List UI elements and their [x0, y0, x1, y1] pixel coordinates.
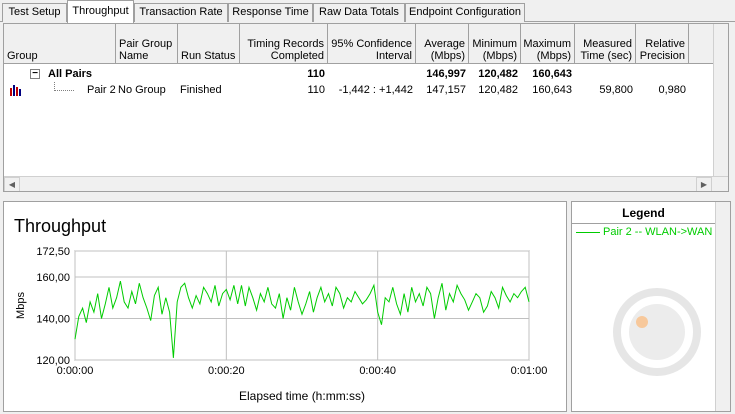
pair-records: 110	[307, 84, 325, 96]
pair-group: Pair 2	[87, 84, 116, 96]
pair-confidence: -1,442 : +1,442	[338, 84, 413, 96]
scroll-right-arrow-icon[interactable]: ▶	[696, 177, 712, 191]
throughput-chart-pane: Throughput 172,50 160,00 140,00 120,00 0:00:…	[3, 201, 567, 412]
series-line-pair-2	[74, 280, 530, 358]
grid-header: Group Pair Group Name Run Status Timing …	[4, 24, 713, 64]
tab-transaction-rate[interactable]: Transaction Rate	[134, 3, 228, 22]
pair-measured-time: 59,800	[599, 84, 633, 96]
tab-throughput[interactable]: Throughput	[67, 0, 134, 23]
tab-raw-data-totals[interactable]: Raw Data Totals	[313, 3, 405, 22]
results-grid: Group Pair Group Name Run Status Timing …	[3, 23, 729, 192]
tab-response-time[interactable]: Response Time	[228, 3, 313, 22]
tab-test-setup[interactable]: Test Setup	[2, 3, 67, 22]
col-header-confidence-interval[interactable]: 95% Confidence Interval	[328, 24, 416, 64]
tab-endpoint-configuration[interactable]: Endpoint Configuration	[405, 3, 525, 22]
pair-average: 147,157	[426, 84, 466, 96]
all-pairs-records: 110	[307, 68, 325, 80]
col-header-run-status[interactable]: Run Status	[178, 24, 240, 64]
x-tick-label: 0:00:20	[208, 365, 245, 377]
chart-title: Throughput	[14, 216, 107, 236]
pair-bar-chart-icon	[10, 85, 22, 96]
legend-title: Legend	[572, 202, 715, 224]
legend-swatch	[576, 231, 600, 233]
pair-run-status: Finished	[180, 84, 222, 96]
pane-splitter[interactable]	[0, 193, 735, 201]
col-header-timing-records[interactable]: Timing Records Completed	[240, 24, 328, 64]
legend-vertical-scrollbar[interactable]	[715, 202, 730, 411]
collapse-toggle-icon[interactable]: −	[30, 69, 40, 79]
col-header-maximum[interactable]: Maximum (Mbps)	[521, 24, 575, 64]
grid-vertical-scrollbar[interactable]	[713, 64, 728, 176]
col-header-relative-precision[interactable]: Relative Precision	[636, 24, 689, 64]
legend-pane: Legend Pair 2 -- WLAN->WAN	[571, 201, 731, 412]
x-tick-label: 0:00:00	[57, 365, 94, 377]
legend-item-pair-2[interactable]: Pair 2 -- WLAN->WAN	[576, 226, 712, 238]
plot-area	[74, 250, 530, 361]
x-axis-label: Elapsed time (h:mm:ss)	[239, 389, 365, 403]
col-header-group[interactable]: Group	[4, 24, 116, 64]
table-row-pair-2[interactable]: Pair 2 No Group Finished 110 -1,442 : +1…	[4, 82, 713, 98]
legend-item-label: Pair 2 -- WLAN->WAN	[603, 226, 713, 238]
all-pairs-average: 146,997	[426, 68, 466, 80]
x-tick-label: 0:01:00	[511, 365, 548, 377]
y-tick-label: 140,00	[36, 313, 70, 325]
pair-group-name: No Group	[118, 84, 166, 96]
y-axis-label: Mbps	[15, 292, 27, 319]
tab-strip: Test Setup Throughput Transaction Rate R…	[0, 0, 735, 23]
pair-maximum: 160,643	[532, 84, 572, 96]
throughput-chart: 172,50 160,00 140,00 120,000:00:00 0:00:20 0:…	[15, 246, 548, 403]
col-header-average[interactable]: Average (Mbps)	[416, 24, 469, 64]
pair-minimum: 120,482	[478, 84, 518, 96]
grid-header-scroll-gap	[713, 24, 728, 64]
table-row-all-pairs[interactable]: − All Pairs 110 146,997 120,482 160,643	[4, 66, 713, 82]
y-tick-label: 160,00	[36, 272, 70, 284]
all-pairs-label: All Pairs	[48, 68, 93, 80]
scroll-left-arrow-icon[interactable]: ◀	[4, 177, 20, 191]
watermark-logo	[612, 287, 702, 380]
grid-horizontal-scrollbar[interactable]: ◀ ▶	[4, 176, 728, 191]
y-tick-label: 172,50	[36, 246, 70, 258]
tree-connector	[54, 82, 74, 91]
col-header-filler	[689, 24, 713, 64]
col-header-minimum[interactable]: Minimum (Mbps)	[469, 24, 521, 64]
all-pairs-maximum: 160,643	[532, 68, 572, 80]
pair-precision: 0,980	[658, 84, 686, 96]
x-tick-label: 0:00:40	[359, 365, 396, 377]
y-tick-label: 120,00	[36, 355, 70, 367]
col-header-measured-time[interactable]: Measured Time (sec)	[575, 24, 636, 64]
all-pairs-minimum: 120,482	[478, 68, 518, 80]
col-header-pair-group-name[interactable]: Pair Group Name	[116, 24, 178, 64]
